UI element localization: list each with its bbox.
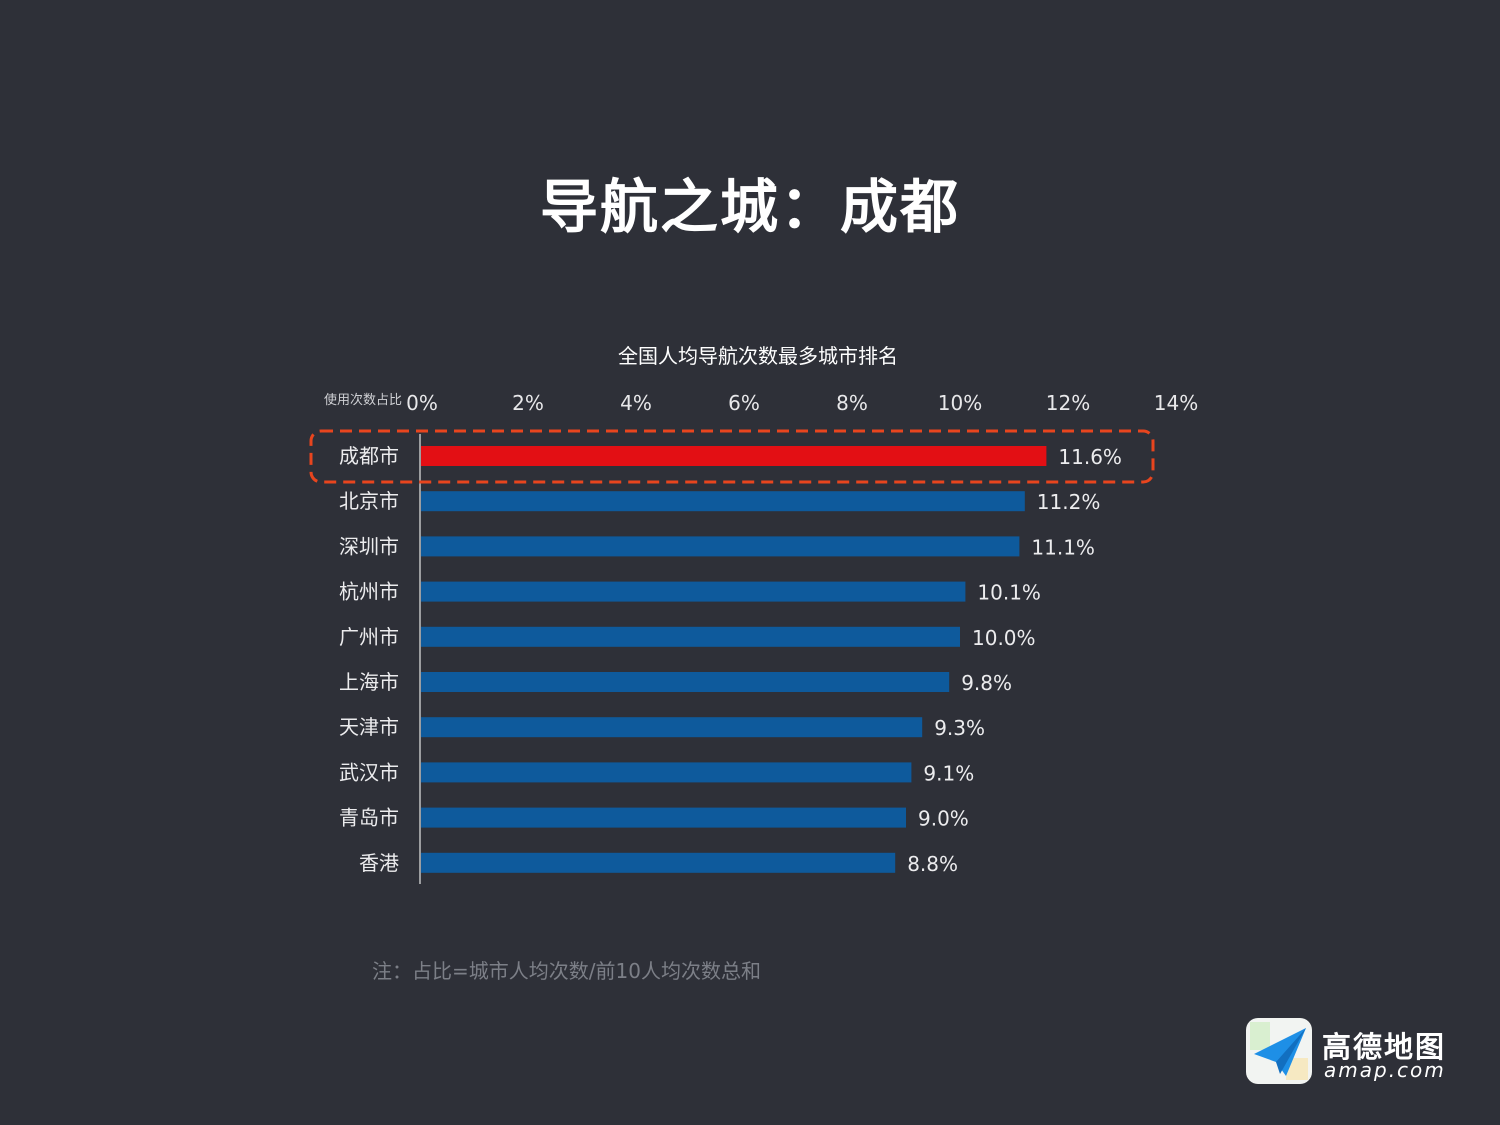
value-label: 11.6% [1058, 445, 1122, 469]
x-tick-label: 2% [512, 391, 544, 415]
highlight-box [309, 429, 1155, 484]
bar [421, 491, 1025, 512]
bar [421, 672, 950, 692]
paper-plane-icon [1246, 1018, 1312, 1084]
value-label: 9.0% [918, 807, 969, 831]
value-label: 11.1% [1031, 535, 1095, 559]
value-label: 11.2% [1037, 490, 1101, 514]
x-tick-label: 0% [406, 391, 438, 415]
x-tick-label: 4% [620, 391, 652, 415]
value-label: 10.0% [972, 626, 1036, 650]
category-label: 成都市 [339, 444, 399, 468]
category-label: 香港 [359, 851, 399, 875]
x-tick-label: 10% [938, 391, 982, 415]
bar [421, 852, 896, 873]
bar [421, 717, 923, 738]
category-label: 武汉市 [339, 760, 399, 784]
x-tick-label: 12% [1046, 391, 1090, 415]
x-tick-label: 14% [1154, 391, 1198, 415]
category-label: 北京市 [339, 489, 399, 513]
value-label: 10.1% [977, 581, 1041, 605]
brand-block: 高德地图 amap.com [1246, 1018, 1466, 1088]
page-title: 导航之城：成都 [539, 173, 960, 241]
bar [421, 446, 1047, 466]
x-tick-label: 8% [836, 391, 868, 415]
category-label: 广州市 [339, 625, 399, 649]
bar [421, 626, 960, 647]
brand-url: amap.com [1324, 1058, 1446, 1082]
chart-title: 全国人均导航次数最多城市排名 [618, 344, 898, 368]
value-label: 9.1% [923, 761, 974, 785]
category-label: 上海市 [339, 670, 399, 694]
x-axis-label: 使用次数占比 [324, 392, 402, 408]
category-label: 深圳市 [339, 534, 399, 558]
value-label: 9.8% [961, 671, 1012, 695]
bar [421, 581, 966, 602]
bar [421, 536, 1020, 557]
category-label: 天津市 [339, 715, 399, 739]
value-label: 8.8% [907, 852, 958, 876]
bar [421, 807, 906, 828]
value-label: 9.3% [934, 716, 985, 740]
x-tick-label: 6% [728, 391, 760, 415]
bar [421, 762, 912, 783]
category-label: 青岛市 [339, 806, 399, 830]
footnote: 注：占比=城市人均次数/前10人均次数总和 [372, 959, 761, 983]
category-label: 杭州市 [339, 580, 399, 604]
brand-name: 高德地图 [1322, 1030, 1447, 1064]
